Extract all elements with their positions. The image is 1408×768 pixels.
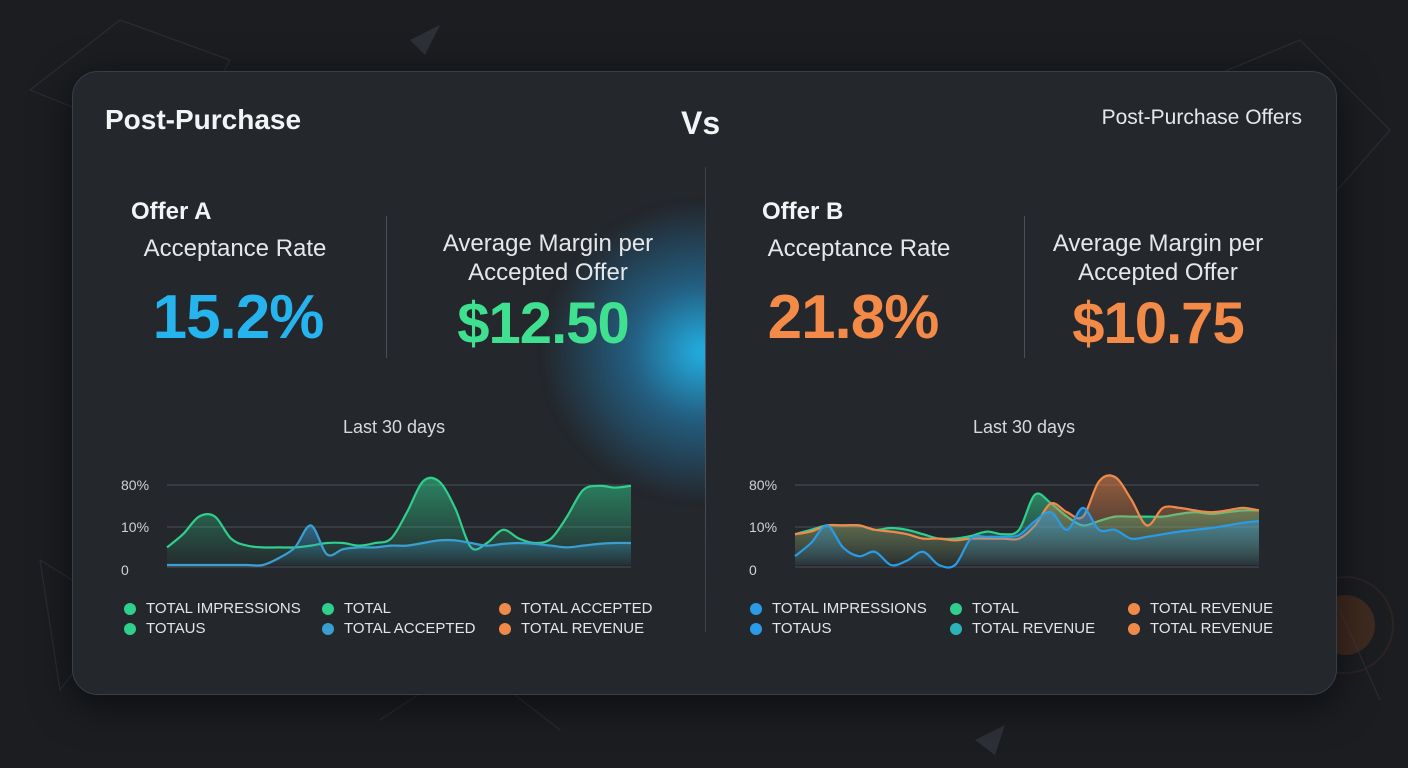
legend-item: TOTAL xyxy=(322,600,391,617)
offer-b-acceptance-value: 21.8% xyxy=(767,283,940,352)
offer-a-margin-label-line2: Accepted Offer xyxy=(468,259,628,286)
legend-dot xyxy=(499,602,511,615)
series-line xyxy=(166,476,632,551)
legend-dot xyxy=(322,602,334,615)
y-tick-label: 80% xyxy=(749,477,777,493)
legend-label: TOTAL REVENUE xyxy=(521,620,645,637)
legend-item: TOTAL xyxy=(950,600,1019,617)
legend-dot xyxy=(1128,622,1140,635)
y-tick-label: 10% xyxy=(749,519,777,535)
center-divider xyxy=(705,167,706,632)
series-area xyxy=(167,525,631,566)
offer-b-margin-label: Average Margin per Accepted Offer xyxy=(1028,229,1288,287)
series-line xyxy=(794,506,1260,569)
offer-a-name: Offer A xyxy=(131,198,212,225)
legend-label: TOTAL REVENUE xyxy=(1150,600,1274,617)
series-area xyxy=(795,507,1259,568)
y-tick-label: 80% xyxy=(121,477,149,493)
page-title: Post-Purchase xyxy=(105,104,302,135)
offer-b-margin-label-line2: Accepted Offer xyxy=(1078,259,1238,286)
offer-b-margin-label-line1: Average Margin per xyxy=(1052,230,1264,257)
comparison-card: Post-Purchase Vs Post-Purchase Offers Of… xyxy=(72,71,1337,695)
offer-a-margin-label-line1: Average Margin per xyxy=(442,230,654,257)
y-tick-label: 10% xyxy=(121,519,149,535)
legend-item: TOTAL IMPRESSIONS xyxy=(124,600,301,617)
section-title: Post-Purchase Offers xyxy=(1101,106,1302,129)
legend-label: TOTAL xyxy=(972,600,1019,617)
legend-label: TOTAL IMPRESSIONS xyxy=(772,600,927,617)
legend-dot xyxy=(124,602,136,615)
legend-item: TOTAL REVENUE xyxy=(1128,620,1273,637)
legend-item: TOTAL IMPRESSIONS xyxy=(750,600,927,617)
vs-label: Vs xyxy=(681,105,721,141)
legend-item: TOTAL REVENUE xyxy=(499,620,644,637)
legend-item: TOTAUS xyxy=(750,620,831,637)
legend-label: TOTAL REVENUE xyxy=(1150,620,1274,637)
offer-b-chart: 80% 10% 0 xyxy=(749,474,1260,578)
legend-item: TOTAL REVENUE xyxy=(950,620,1095,637)
legend-label: TOTAL ACCEPTED xyxy=(344,620,476,637)
legend-item: TOTAUS xyxy=(124,620,205,637)
legend-label: TOTAL REVENUE xyxy=(972,620,1096,637)
legend-dot xyxy=(750,622,762,635)
legend-item: TOTAL ACCEPTED xyxy=(322,620,475,637)
legend-dot xyxy=(499,622,511,635)
offer-b-glow-area xyxy=(705,72,1336,694)
offer-b-metric-divider xyxy=(1024,216,1025,358)
legend-item: TOTAL ACCEPTED xyxy=(499,600,652,617)
offer-a-acceptance-label: Acceptance Rate xyxy=(143,235,327,262)
offer-a-acceptance-value: 15.2% xyxy=(152,283,325,352)
legend-dot xyxy=(950,622,962,635)
legend-dot xyxy=(750,602,762,615)
legend-label: TOTAUS xyxy=(772,620,832,637)
y-tick-label: 0 xyxy=(749,562,757,578)
legend-label: TOTAL ACCEPTED xyxy=(521,600,653,617)
offer-b-name: Offer B xyxy=(762,198,844,225)
offer-b-acceptance-label: Acceptance Rate xyxy=(767,235,951,262)
legend-label: TOTAUS xyxy=(146,620,206,637)
offer-a-metric-divider xyxy=(386,216,387,358)
offer-a-margin-value: $12.50 xyxy=(457,291,629,356)
offer-b-margin-value: $10.75 xyxy=(1072,291,1244,356)
legend-label: TOTAL xyxy=(344,600,391,617)
legend-dot xyxy=(1128,602,1140,615)
legend-dot xyxy=(950,602,962,615)
legend-label: TOTAL IMPRESSIONS xyxy=(146,600,301,617)
offer-a-chart: 80% 10% 0 xyxy=(121,476,632,578)
offer-b-period-label: Last 30 days xyxy=(973,417,1076,437)
legend-dot xyxy=(124,622,136,635)
offer-a-glow-area xyxy=(73,72,705,694)
legend-dot xyxy=(322,622,334,635)
offer-a-margin-label: Average Margin per Accepted Offer xyxy=(423,229,673,287)
legend-item: TOTAL REVENUE xyxy=(1128,600,1273,617)
offer-a-period-label: Last 30 days xyxy=(343,417,446,437)
series-line xyxy=(167,524,632,567)
y-tick-label: 0 xyxy=(121,562,129,578)
